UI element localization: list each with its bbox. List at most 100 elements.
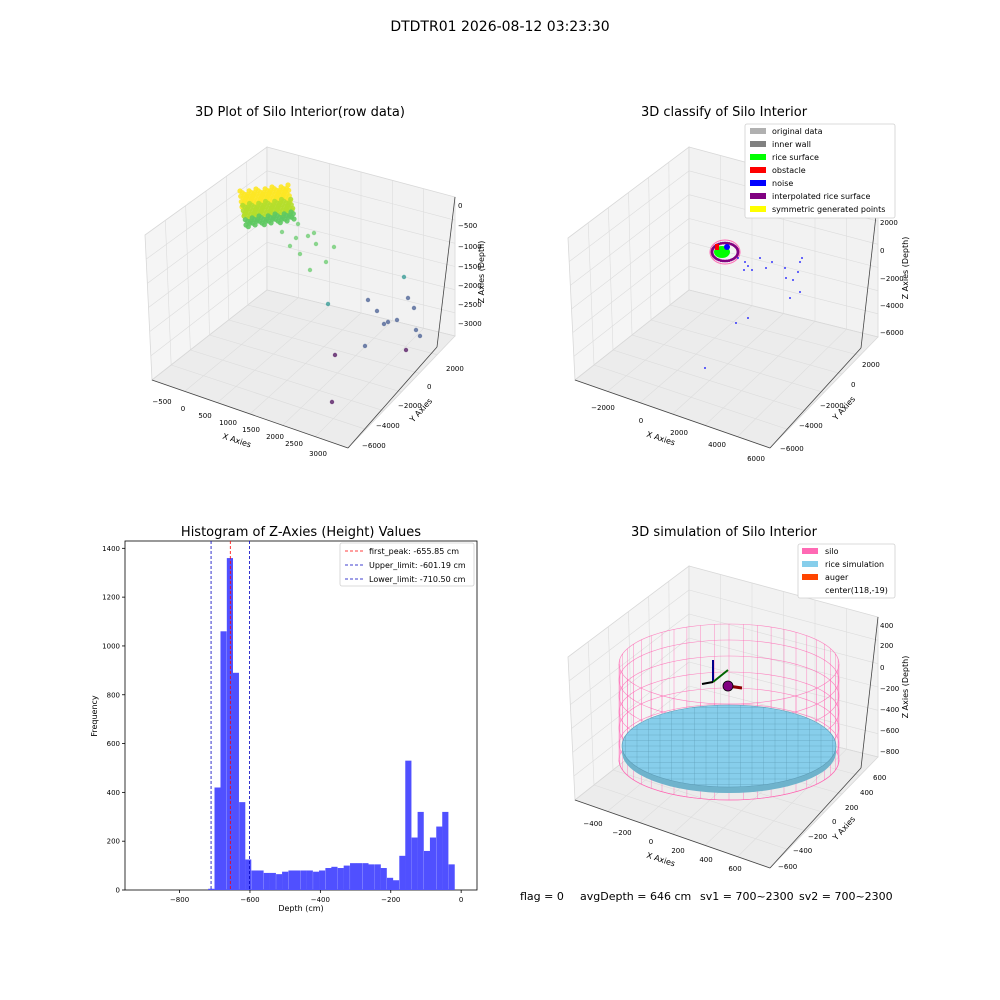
sim-y-tick: −200 <box>808 833 827 841</box>
legend-label-rice-surface: rice surface <box>772 153 819 162</box>
raw-z-tick: −2500 <box>458 301 482 309</box>
histogram-bar <box>325 868 332 890</box>
classify-point-noise <box>737 257 739 259</box>
raw-point <box>405 295 411 301</box>
sim-x-tick: 400 <box>699 856 712 864</box>
histogram-y-tick-label: 1200 <box>102 594 120 602</box>
raw-x-ticks: −500 0 500 1000 1500 2000 2500 3000 <box>152 398 327 458</box>
histogram-legend: first_peak: -655.85 cm Upper_limit: -601… <box>339 542 475 587</box>
histogram-bar <box>288 870 295 890</box>
classify-point-noise <box>743 269 745 271</box>
grid-line <box>247 304 438 355</box>
classify-point-noise <box>789 297 791 299</box>
raw-y-ticks: 2000 0 −2000 −4000 −6000 <box>362 365 464 450</box>
histogram-reference-lines <box>210 541 250 890</box>
sim-z-tick: 200 <box>880 642 893 650</box>
sim-y-tick: −400 <box>793 847 812 855</box>
status-sv2: sv2 = 700~2300 <box>799 890 893 903</box>
raw-z-tick: −1500 <box>458 263 482 271</box>
sim-x-tick: 0 <box>649 838 653 846</box>
histogram-bar <box>399 855 406 890</box>
simulation-title: 3D simulation of Silo Interior <box>631 525 818 540</box>
panel-classify-3d: 3D classify of Silo Interior −2000 0 200… <box>567 105 910 463</box>
raw-point <box>305 233 311 239</box>
histogram-bar <box>294 870 301 890</box>
raw-point <box>268 220 274 226</box>
classify-point-noise <box>797 271 799 273</box>
raw-point <box>417 333 423 339</box>
classify-z-tick: −6000 <box>880 329 904 337</box>
legend-swatch-interpolated <box>750 193 766 199</box>
sim-y-tick: 200 <box>845 804 858 812</box>
sim-x-tick: −400 <box>583 820 602 828</box>
raw-point <box>385 319 391 325</box>
histogram-bar <box>208 888 215 890</box>
histogram-x-label: Depth (cm) <box>278 904 323 913</box>
raw-point <box>311 230 317 236</box>
sim-legend-label-auger: auger <box>825 573 849 582</box>
sim-y-tick: 400 <box>860 789 873 797</box>
sim-z-tick: −600 <box>880 727 899 735</box>
raw-point <box>362 343 368 349</box>
histogram-bar <box>442 811 449 890</box>
histogram-bar <box>417 811 424 890</box>
sim-legend-label-rice: rice simulation <box>825 560 884 569</box>
histogram-bar <box>331 866 338 890</box>
raw-x-label: X Axies <box>221 432 252 450</box>
classify-point-noise <box>751 269 753 271</box>
legend-label-symmetric: symmetric generated points <box>772 205 885 214</box>
histogram-y-tick-label: 0 <box>116 887 120 895</box>
histogram-bar <box>405 760 412 890</box>
raw-point <box>331 244 337 250</box>
histogram-y-tick-label: 600 <box>107 740 120 748</box>
legend-swatch-rice-surface <box>750 154 766 160</box>
sim-legend-label-center: center(118,-19) <box>825 586 888 595</box>
histogram-title: Histogram of Z-Axies (Height) Values <box>181 525 421 540</box>
histogram-bar <box>282 871 289 890</box>
panel-classify-title: 3D classify of Silo Interior <box>641 105 808 120</box>
raw-point <box>325 301 331 307</box>
z-axis-line <box>436 196 456 348</box>
sim-z-tick: 0 <box>880 664 884 672</box>
grid-line <box>668 162 671 306</box>
histogram-bar <box>337 868 344 890</box>
grid-line <box>668 581 671 726</box>
raw-point <box>329 399 335 405</box>
classify-x-tick: 4000 <box>708 441 726 449</box>
classify-x-tick: 2000 <box>670 429 688 437</box>
legend-swatch-original-data <box>750 128 766 134</box>
raw-y-label: Y Axies <box>407 397 434 425</box>
raw-point <box>307 267 313 273</box>
classify-point-interp <box>736 249 740 253</box>
raw-y-tick: 2000 <box>446 365 464 373</box>
classify-x-tick: −2000 <box>591 404 615 412</box>
raw-point <box>277 220 283 226</box>
histogram-bar <box>239 802 246 890</box>
status-sv1: sv1 = 700~2300 <box>700 890 794 903</box>
raw-x-tick: 1500 <box>242 426 260 434</box>
classify-y-tick: −4000 <box>799 422 823 430</box>
raw-point <box>245 224 251 230</box>
classify-point-noise <box>771 261 773 263</box>
classify-wall-ring <box>709 239 741 265</box>
histogram-bar <box>226 558 233 890</box>
raw-y-tick: −4000 <box>376 422 400 430</box>
classify-point-noise <box>704 367 706 369</box>
classify-y-tick: −6000 <box>780 445 804 453</box>
histogram-y-tick-label: 800 <box>107 691 120 699</box>
raw-3d-axes-box <box>144 146 456 449</box>
histogram-bar <box>386 877 394 890</box>
classify-point-interp <box>723 259 727 263</box>
histogram-legend-frame <box>339 542 475 587</box>
raw-x-tick: −500 <box>152 398 171 406</box>
sim-legend-swatch-rice <box>802 561 818 567</box>
histogram-bar <box>313 871 320 890</box>
histogram-bar <box>220 631 227 890</box>
classify-z-tick: 0 <box>880 247 884 255</box>
classify-z-tick: 2000 <box>880 219 898 227</box>
sim-z-tick: −800 <box>880 748 899 756</box>
classify-z-tick: −4000 <box>880 302 904 310</box>
raw-z-tick: −500 <box>458 222 477 230</box>
raw-y-tick: 0 <box>427 383 431 391</box>
